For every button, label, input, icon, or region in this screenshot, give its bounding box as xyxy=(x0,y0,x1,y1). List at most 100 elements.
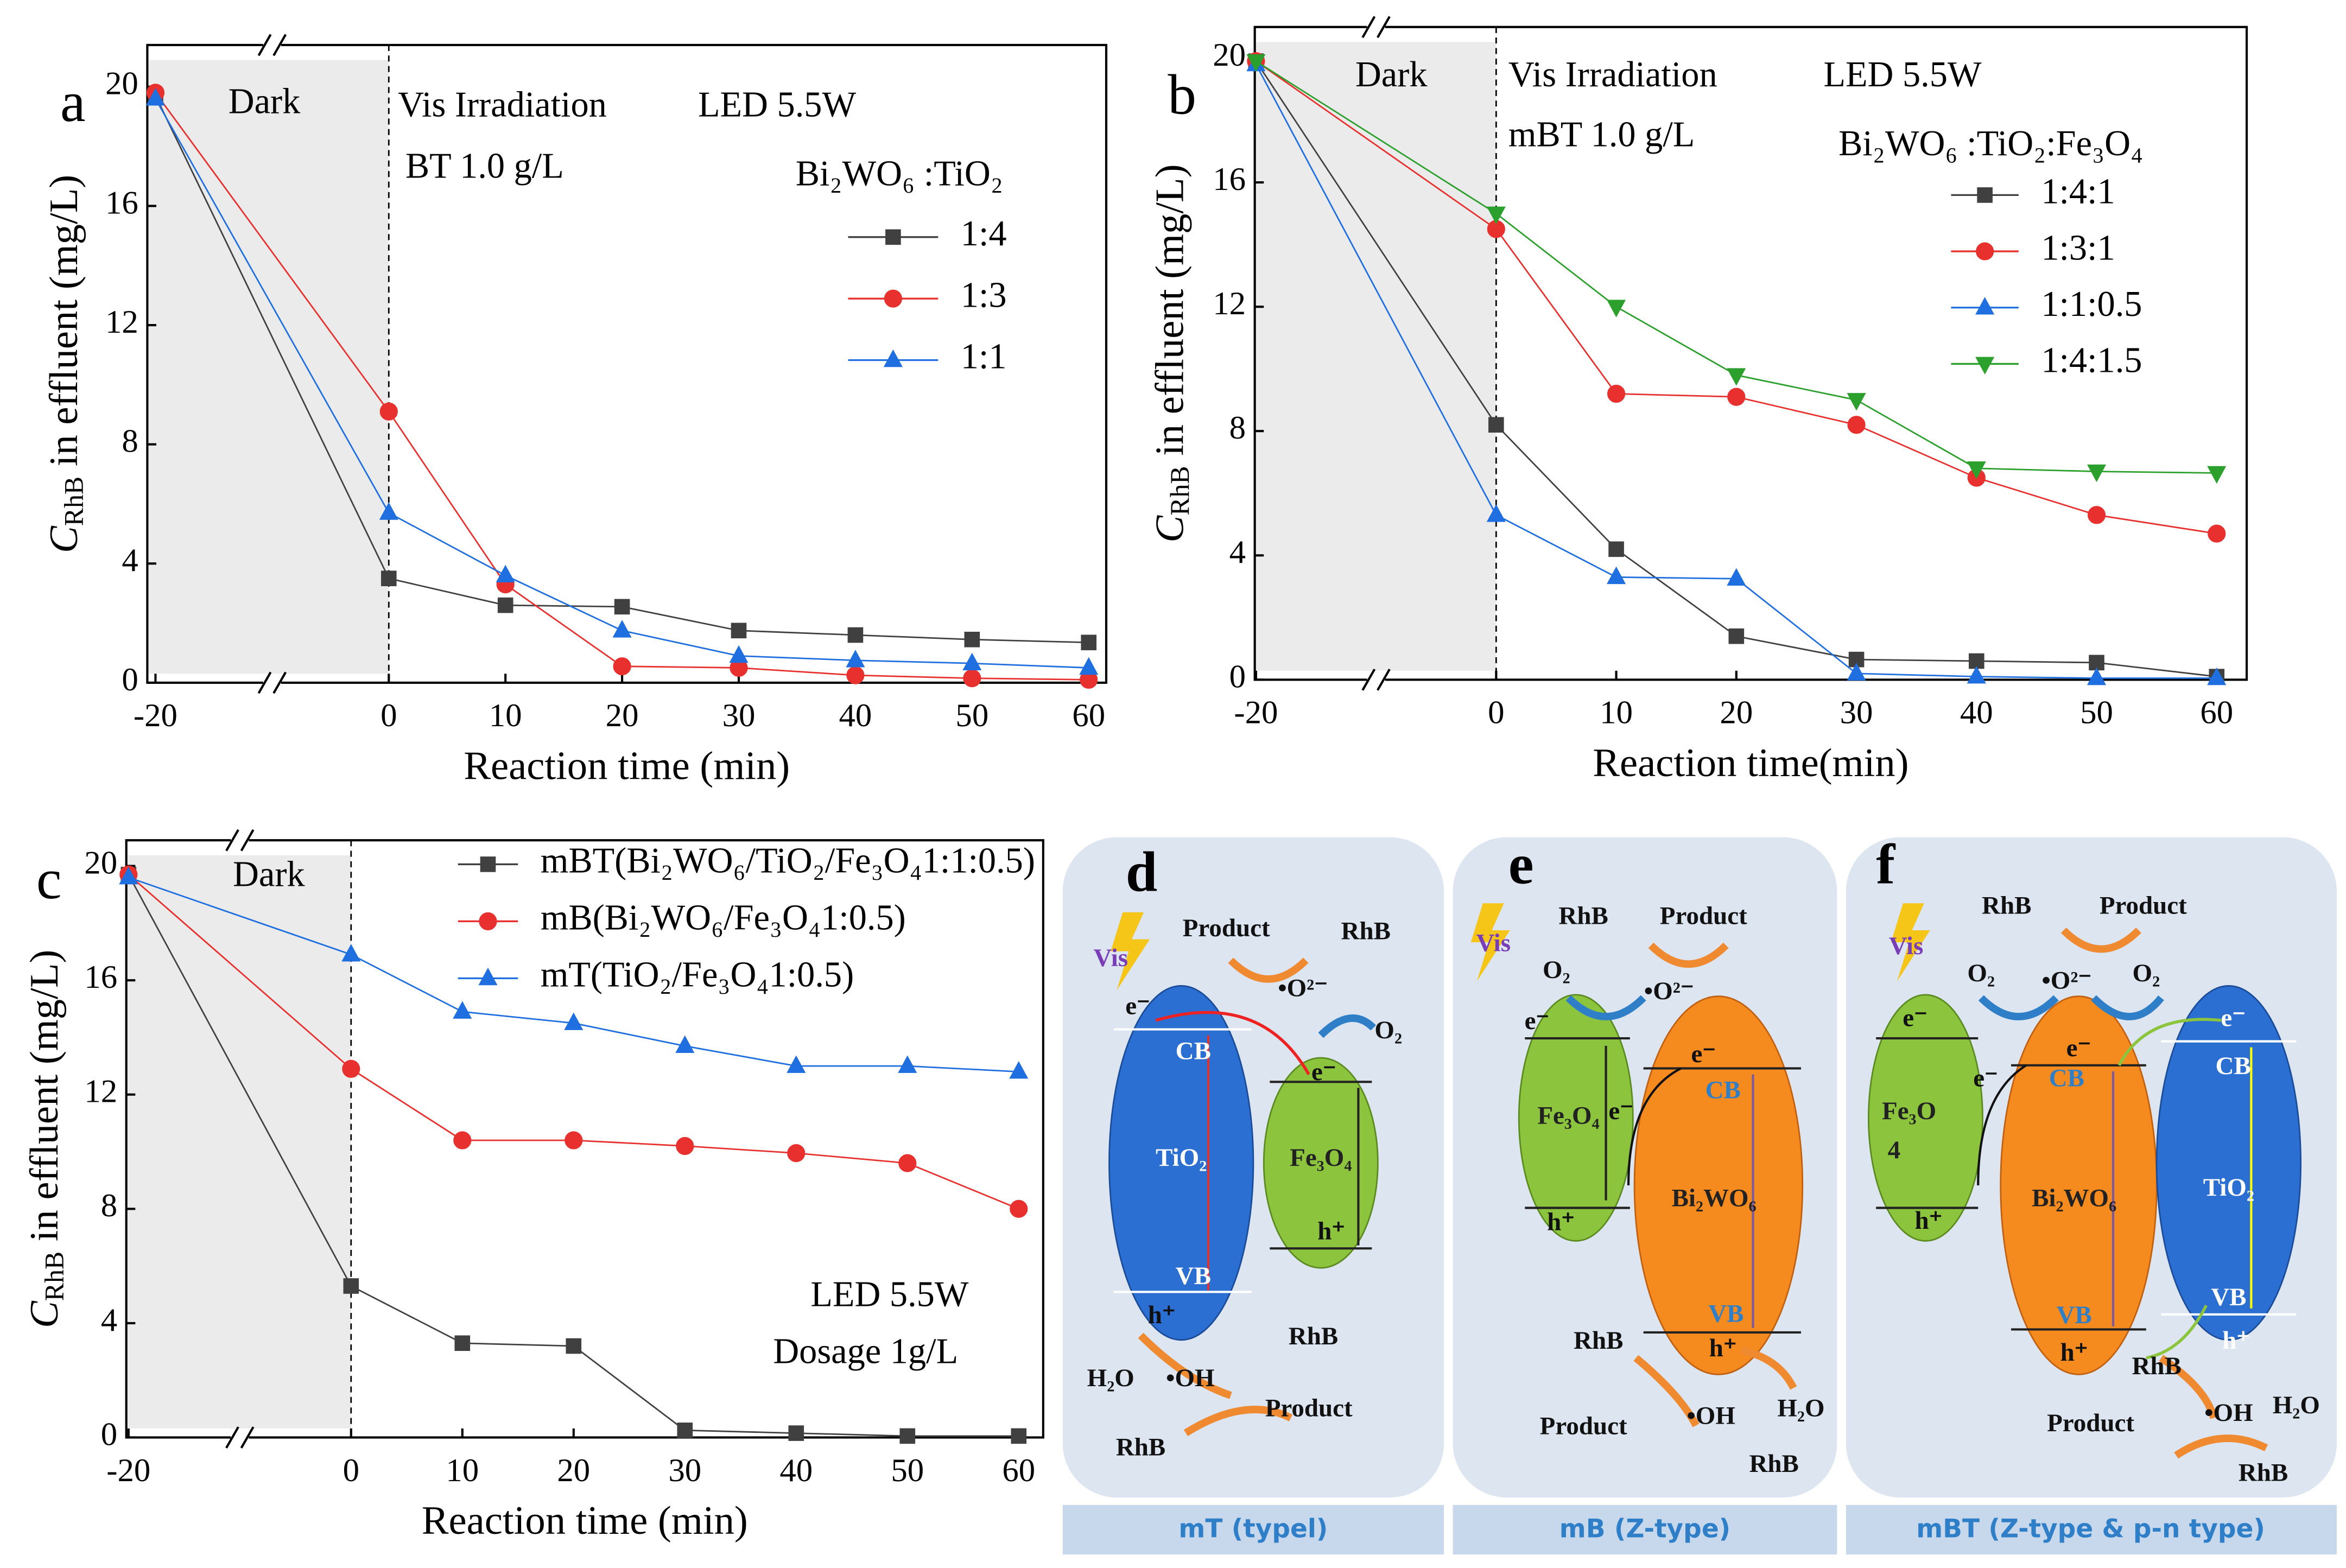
legend-label: mBT(Bi₂WO₆/TiO₂/Fe₃O₄1:1:0.5) xyxy=(541,841,1035,881)
x-tick-label: -20 xyxy=(1234,695,1278,731)
plot-frame xyxy=(1253,26,2248,681)
data-point xyxy=(898,1154,917,1172)
fe3o4-particle xyxy=(1868,994,1983,1242)
series-line xyxy=(1255,60,2217,678)
data-point xyxy=(675,1035,695,1053)
y-tick-label: 20 xyxy=(1213,37,1246,73)
diagram-label: RhB xyxy=(1341,917,1391,945)
legend-marker xyxy=(479,912,497,931)
data-point xyxy=(1847,663,1866,681)
diagram-label: RhB xyxy=(1116,1433,1165,1461)
caption-bar xyxy=(1846,1504,2337,1555)
legend-marker xyxy=(885,229,901,245)
annotation: Dark xyxy=(233,855,305,894)
diagram-label: CB xyxy=(2216,1052,2251,1080)
diagram-label: RhB xyxy=(1749,1450,1799,1478)
diagram-label: RhB xyxy=(1289,1322,1338,1350)
diagram-label: e⁻ xyxy=(2221,1004,2246,1032)
y-axis-symbol: C xyxy=(1147,515,1193,543)
diagram: e mB (Z-type) Vis RhB Product O₂ •O²⁻ e⁻ e⁻ e⁻ CB F… xyxy=(1476,833,1824,1544)
diagram-label: VB xyxy=(1176,1262,1211,1290)
data-point xyxy=(379,402,398,421)
diagram-label: Vis xyxy=(1889,932,1924,960)
data-point xyxy=(787,1144,806,1163)
reaction-arrow xyxy=(1228,957,1309,983)
diagram-label: Vis xyxy=(1094,944,1128,972)
data-point xyxy=(899,1428,916,1444)
data-point xyxy=(1607,566,1626,585)
legend-label: 1:3:1 xyxy=(2041,228,2115,268)
diagram-label: O₂ xyxy=(2133,959,2160,987)
data-point xyxy=(341,944,361,962)
series-line xyxy=(155,95,1089,644)
diagram-label: VB xyxy=(2211,1283,2246,1311)
data-point xyxy=(729,645,749,663)
diagram-label: TiO₂ xyxy=(1156,1144,1207,1172)
legend-marker xyxy=(884,289,902,308)
diagram-label: e⁻ xyxy=(1903,1004,1927,1032)
lightning xyxy=(1470,903,1510,982)
axis-break xyxy=(1377,668,1391,691)
axis-break xyxy=(257,671,272,694)
diagram-caption: mT (typel) xyxy=(1178,1514,1328,1544)
data-point xyxy=(677,1423,693,1438)
y-tick-label: 20 xyxy=(84,845,117,881)
diagram-label: CB xyxy=(1705,1076,1741,1104)
legend-label: 1:1:0.5 xyxy=(2041,284,2142,324)
transfer-arrow xyxy=(2146,1304,2208,1360)
y-tick-label: 0 xyxy=(101,1416,117,1452)
annotation: mBT 1.0 g/L xyxy=(1508,115,1695,155)
x-tick-label: 50 xyxy=(891,1452,924,1489)
diagram-label: Bi₂WO₆ xyxy=(1672,1184,1757,1212)
data-point xyxy=(964,631,980,647)
data-point xyxy=(1728,628,1745,644)
axis-break xyxy=(225,829,239,852)
x-tick-label: 40 xyxy=(839,697,872,734)
y-axis-symbol: C xyxy=(41,525,86,553)
data-point xyxy=(453,1001,472,1019)
reaction-arrow xyxy=(1318,1014,1376,1038)
y-tick-label: 8 xyxy=(1229,410,1246,446)
diagram-label: •OH xyxy=(1686,1401,1735,1430)
transfer-arrow xyxy=(1627,1067,1682,1186)
y-tick-label: 12 xyxy=(84,1074,117,1110)
series-line xyxy=(155,92,1089,681)
panel-label: d xyxy=(1126,840,1157,903)
x-tick-label: 20 xyxy=(1720,695,1753,731)
axis-break xyxy=(240,1426,255,1449)
annotation: LED 5.5W xyxy=(1823,55,1981,94)
diagram-label: Fe₃O₄ xyxy=(1537,1101,1599,1129)
series-line xyxy=(128,877,1019,1072)
data-point xyxy=(497,597,513,613)
x-axis-label: Reaction time (min) xyxy=(464,743,790,788)
data-point xyxy=(564,1012,584,1030)
diagram-label: e⁻ xyxy=(1525,1007,1550,1035)
data-point xyxy=(453,1131,472,1150)
diagram-label: e⁻ xyxy=(1691,1040,1716,1068)
transfer-arrow xyxy=(1977,1064,2027,1186)
data-point xyxy=(1486,206,1506,224)
reaction-arrow xyxy=(2091,995,2164,1020)
y-tick-label: 8 xyxy=(122,423,138,460)
x-tick-label: 10 xyxy=(489,697,522,734)
reaction-arrow xyxy=(2060,928,2141,953)
axis-break xyxy=(1361,668,1376,691)
diagram-label: Vis xyxy=(1476,929,1511,957)
dark-region xyxy=(1256,42,1497,671)
x-tick-label: 60 xyxy=(1072,697,1105,734)
series-line xyxy=(128,874,1019,1437)
legend-label: 1:1 xyxy=(961,337,1007,377)
diagram-label: O₂ xyxy=(1374,1016,1402,1044)
legend-label: mT(TiO₂/Fe₃O₄1:0.5) xyxy=(541,955,854,995)
axis-break xyxy=(272,34,287,56)
diagram-label: CB xyxy=(2049,1064,2084,1092)
panel-label: c xyxy=(36,847,62,911)
x-tick-label: 60 xyxy=(1002,1452,1035,1489)
series-line xyxy=(128,874,1019,1210)
diagram-label: H₂O xyxy=(1087,1364,1134,1392)
data-point xyxy=(566,1338,582,1354)
y-axis-label: CRhB in effluent (mg/L) xyxy=(1147,164,1195,542)
diagram-label: h⁺ xyxy=(1915,1207,1943,1235)
